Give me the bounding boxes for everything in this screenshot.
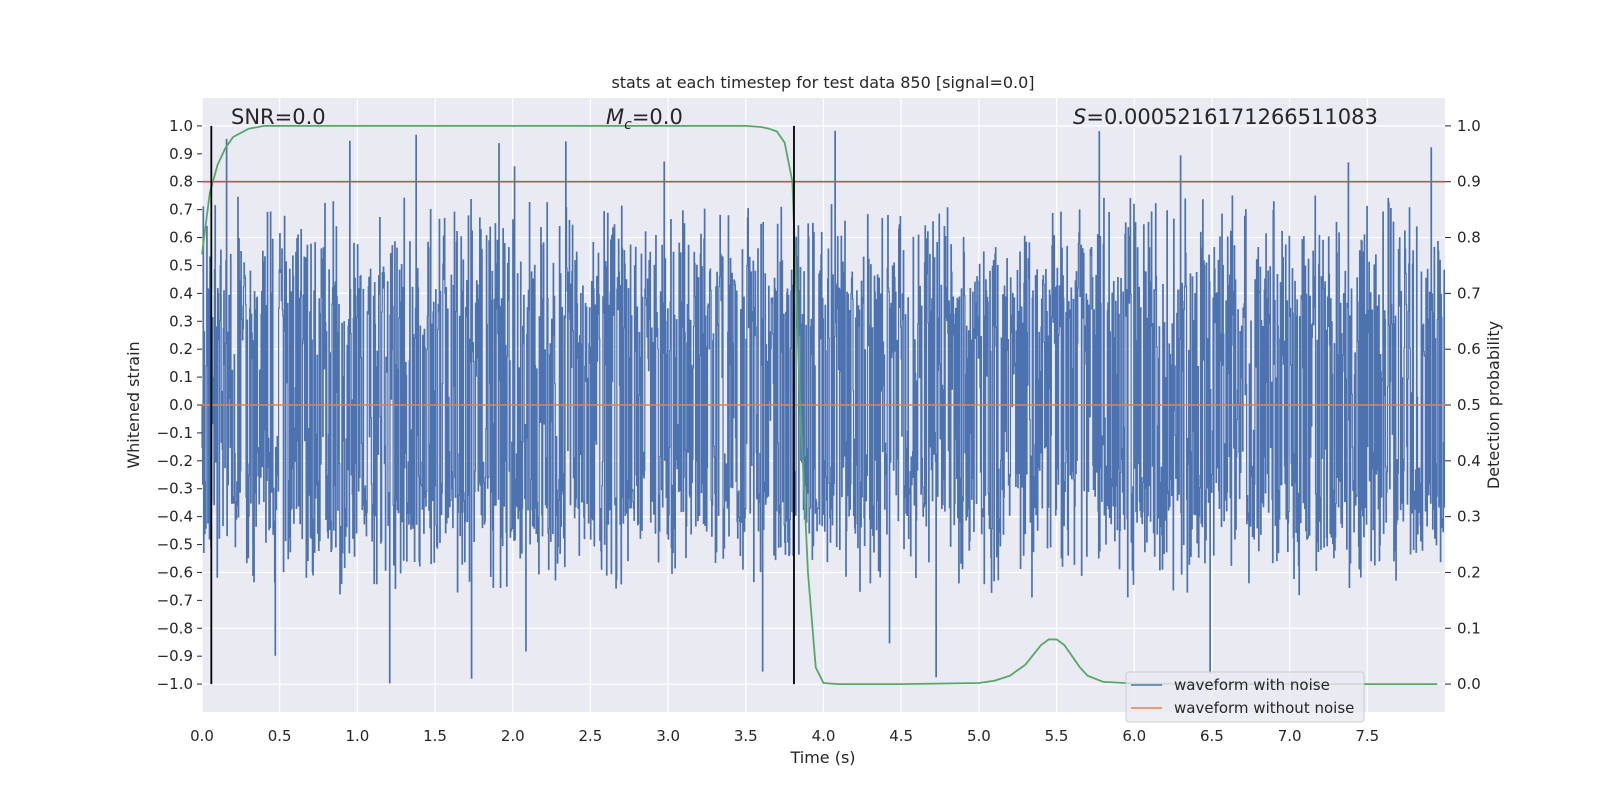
y-tick-label: 0.7 — [169, 201, 193, 219]
x-tick-label: 7.5 — [1355, 727, 1379, 745]
annotation-chirp-mass: Mc=0.0 — [606, 105, 683, 133]
annotation-statistic: S=0.0005216171266511083 — [1073, 105, 1378, 129]
y-tick-label: 0.5 — [169, 256, 193, 274]
noise-waveform-line — [201, 130, 1446, 684]
y-tick-label: −0.3 — [157, 480, 193, 498]
y-right-tick-label: 0.3 — [1457, 508, 1481, 526]
y-right-tick-label: 0.4 — [1457, 452, 1481, 470]
y-axis-left-ticks: −1.0 −0.9 −0.8 −0.7 −0.6 −0.5 −0.4 −0.3 −0.2 −0.1… — [157, 117, 202, 693]
x-tick-label: 0.5 — [268, 727, 292, 745]
y-right-tick-label: 0.5 — [1457, 396, 1481, 414]
x-tick-label: 1.0 — [345, 727, 369, 745]
y-tick-label: 1.0 — [169, 117, 193, 135]
x-tick-label: 4.5 — [889, 727, 913, 745]
series-waveform-with-noise — [201, 130, 1446, 684]
legend: waveform with noise waveform without noi… — [1125, 671, 1365, 723]
y-tick-label: 0.6 — [169, 229, 193, 247]
x-tick-label: 0.0 — [190, 727, 214, 745]
y-axis-left-label: Whitened strain — [124, 341, 143, 468]
y-right-tick-label: 0.6 — [1457, 340, 1481, 358]
x-tick-label: 3.0 — [656, 727, 680, 745]
x-tick-label: 7.0 — [1278, 727, 1302, 745]
y-tick-label: 0.4 — [169, 284, 193, 302]
x-tick-label: 3.5 — [734, 727, 758, 745]
y-right-tick-label: 0.0 — [1457, 675, 1481, 693]
y-right-tick-label: 1.0 — [1457, 117, 1481, 135]
y-axis-right-ticks: 0.0 0.1 0.2 0.3 0.4 0.5 0.6 0.7 0.8 0.9 1.0 — [1445, 117, 1481, 693]
series-detection-probability — [201, 125, 1438, 685]
y-right-tick-label: 0.7 — [1457, 284, 1481, 302]
vertical-markers — [210, 125, 795, 685]
annotation-chirp-mass-symbol: M — [606, 105, 624, 129]
y-tick-label: 0.3 — [169, 312, 193, 330]
annotation-chirp-mass-subscript: c — [624, 117, 632, 133]
y-tick-label: −0.5 — [157, 536, 193, 554]
legend-box — [1125, 671, 1365, 723]
y-tick-label: −0.2 — [157, 452, 193, 470]
y-tick-label: 0.9 — [169, 145, 193, 163]
annotation-snr: SNR=0.0 — [231, 105, 326, 129]
y-right-tick-label: 0.8 — [1457, 229, 1481, 247]
annotation-statistic-symbol: S — [1073, 105, 1086, 129]
y-tick-label: 0.8 — [169, 173, 193, 191]
y-tick-label: −1.0 — [157, 675, 193, 693]
annotation-chirp-mass-value: =0.0 — [632, 105, 683, 129]
y-tick-label: −0.6 — [157, 563, 193, 581]
y-tick-label: −0.9 — [157, 647, 193, 665]
x-tick-label: 2.0 — [501, 727, 525, 745]
x-tick-label: 2.5 — [579, 727, 603, 745]
legend-label-waveform-without-noise: waveform without noise — [1174, 699, 1354, 717]
annotation-statistic-value: =0.0005216171266511083 — [1086, 105, 1378, 129]
y-tick-label: 0.2 — [169, 340, 193, 358]
x-tick-label: 1.5 — [423, 727, 447, 745]
y-right-tick-label: 0.1 — [1457, 619, 1481, 637]
y-tick-label: 0.0 — [169, 396, 193, 414]
y-tick-label: −0.1 — [157, 424, 193, 442]
x-tick-label: 4.0 — [812, 727, 836, 745]
x-tick-label: 6.5 — [1200, 727, 1224, 745]
y-right-tick-label: 0.2 — [1457, 563, 1481, 581]
legend-label-waveform-with-noise: waveform with noise — [1174, 676, 1330, 694]
x-tick-label: 6.0 — [1122, 727, 1146, 745]
x-axis-ticks: 0.0 0.5 1.0 1.5 2.0 2.5 3.0 3.5 4.0 4.5 5.0 5.5 6.0 6… — [190, 727, 1379, 745]
y-axis-right-label: Detection probability — [1484, 321, 1503, 489]
y-tick-label: −0.8 — [157, 619, 193, 637]
x-tick-label: 5.5 — [1045, 727, 1069, 745]
detection-probability-line — [201, 125, 1438, 685]
chart-title: stats at each timestep for test data 850… — [611, 73, 1034, 92]
y-tick-label: 0.1 — [169, 368, 193, 386]
y-tick-label: −0.4 — [157, 508, 193, 526]
y-tick-label: −0.7 — [157, 591, 193, 609]
x-axis-label: Time (s) — [789, 748, 855, 767]
y-right-tick-label: 0.9 — [1457, 173, 1481, 191]
x-tick-label: 5.0 — [967, 727, 991, 745]
